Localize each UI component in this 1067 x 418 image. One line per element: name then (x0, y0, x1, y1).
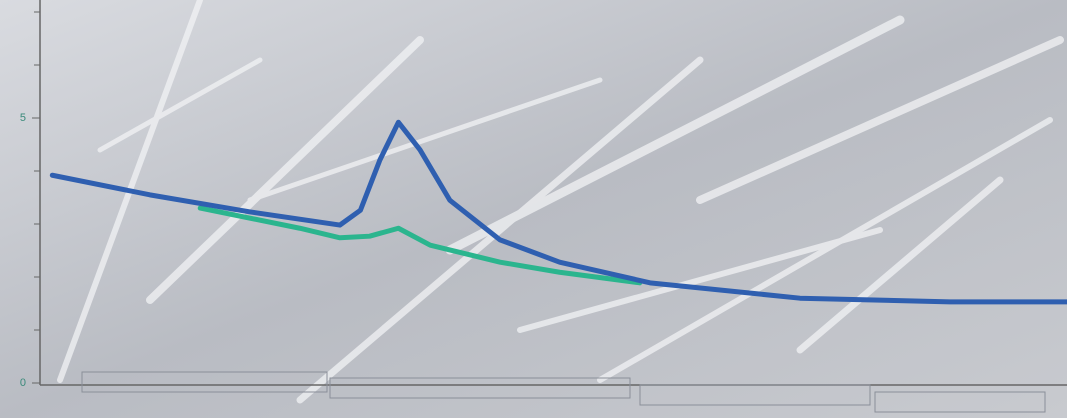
y-tick-label: 0 (20, 377, 26, 389)
y-tick-label: 5 (20, 112, 26, 124)
fiber-texture (57, 0, 1064, 404)
series-line (49, 119, 1067, 305)
series-line (197, 205, 643, 286)
footer-boxes (81, 371, 1046, 413)
